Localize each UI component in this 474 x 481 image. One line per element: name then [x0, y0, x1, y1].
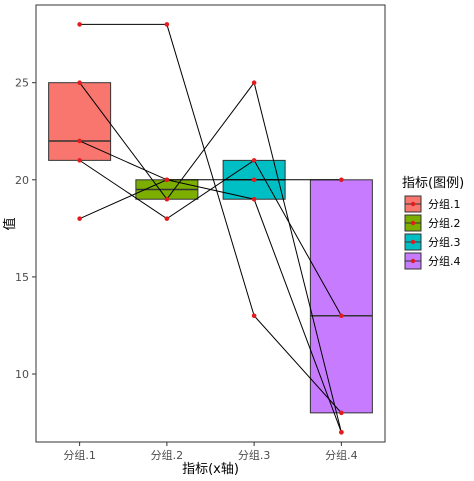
x-tick-label-4: 分组.4 — [325, 448, 358, 462]
legend-item-2: 分组.2 — [404, 214, 461, 232]
legend-key-point-1 — [410, 201, 416, 207]
data-point-s1-g4 — [339, 410, 344, 416]
data-point-s4-g1 — [77, 158, 82, 163]
data-point-s4-g4 — [339, 313, 344, 319]
legend-item-3: 分组.3 — [404, 233, 461, 251]
y-axis-title: 值 — [2, 217, 18, 230]
x-tick-label-3: 分组.3 — [238, 448, 271, 462]
data-point-s3-g1 — [77, 138, 82, 144]
data-point-s1-g1 — [77, 22, 82, 27]
legend-items: 分组.1 分组.2 分组.3 分组.4 — [404, 195, 461, 270]
legend: 指标(图例) 分组.1 分组.2 分组.3 分组.4 — [402, 176, 464, 270]
y-tick-label-20: 20 — [15, 174, 29, 187]
data-point-s4-g2 — [164, 216, 170, 221]
legend-key-point-3 — [410, 239, 416, 245]
subject-line-4 — [79, 159, 342, 317]
data-point-s5-g1 — [77, 216, 82, 221]
subject-line-1 — [79, 23, 342, 414]
legend-label-4: 分组.4 — [428, 254, 461, 268]
subject-line-2 — [79, 81, 342, 433]
legend-label-1: 分组.1 — [428, 197, 461, 211]
y-axis: 10 15 20 25 — [15, 77, 36, 381]
subject-lines-layer — [79, 23, 342, 433]
x-axis: 分组.1 分组.2 分组.3 分组.4 — [63, 442, 358, 462]
x-tick-label-2: 分组.2 — [151, 448, 184, 462]
plot-panel-border — [35, 4, 386, 443]
legend-label-2: 分组.2 — [428, 216, 461, 230]
data-point-s3-g3 — [251, 177, 257, 183]
data-point-s1-g2 — [164, 22, 170, 27]
data-point-s4-g3 — [251, 158, 257, 163]
box-1 — [48, 82, 112, 161]
points-layer — [77, 22, 344, 435]
legend-item-4: 分组.4 — [404, 252, 461, 270]
legend-label-3: 分组.3 — [428, 235, 461, 249]
legend-title: 指标(图例) — [402, 176, 464, 191]
legend-item-1: 分组.1 — [404, 195, 461, 213]
y-tick-label-10: 10 — [15, 368, 29, 381]
box-4 — [309, 179, 373, 414]
subject-line-5 — [79, 179, 342, 433]
data-point-s1-g3 — [251, 313, 257, 319]
subject-line-3 — [79, 140, 342, 181]
legend-key-point-4 — [410, 258, 416, 264]
data-point-s2-g3 — [251, 80, 257, 85]
y-tick-label-15: 15 — [15, 271, 29, 284]
data-point-s5-g3 — [251, 196, 257, 202]
data-point-s5-g2 — [164, 177, 170, 183]
data-point-s3-g4 — [339, 177, 344, 183]
data-point-s2-g1 — [77, 80, 82, 85]
legend-key-point-2 — [410, 220, 416, 226]
y-tick-label-25: 25 — [15, 77, 29, 90]
data-point-s2-g2 — [164, 196, 170, 202]
x-tick-label-1: 分组.1 — [63, 448, 96, 462]
data-point-s5-g4 — [339, 429, 344, 435]
x-axis-title: 指标(x轴) — [182, 462, 239, 477]
